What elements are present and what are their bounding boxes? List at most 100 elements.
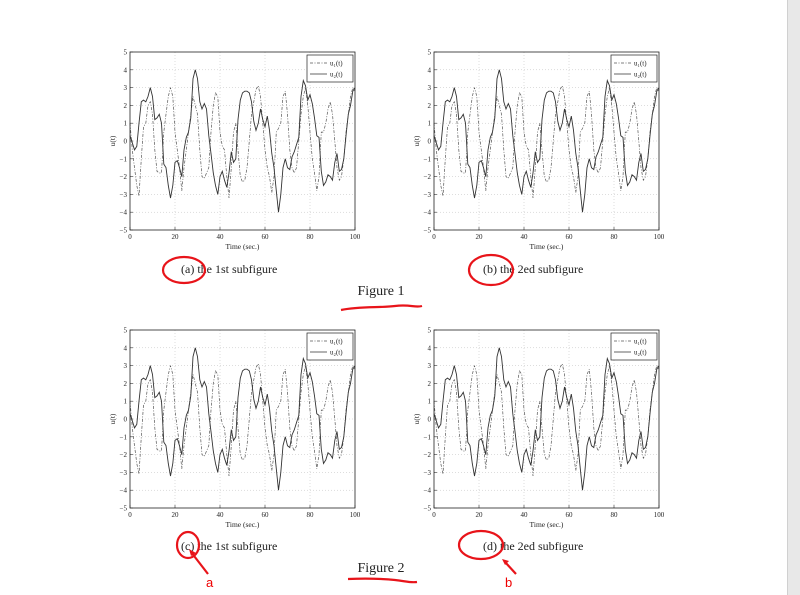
y-tick-label: 1 (428, 120, 432, 128)
subcaption-c: (c) the 1st subfigure (181, 539, 277, 553)
y-tick-label: 0 (124, 138, 128, 146)
y-tick-label: 4 (428, 66, 432, 74)
y-tick-label: 1 (124, 398, 128, 406)
subcaption-a: (a) the 1st subfigure (181, 262, 277, 276)
red-annotations (161, 253, 517, 584)
arrow-b-head (502, 559, 509, 565)
x-tick-label: 100 (654, 233, 665, 241)
y-tick-label: 2 (428, 102, 432, 110)
y-tick-label: −4 (424, 487, 432, 495)
y-tick-label: −4 (120, 487, 128, 495)
x-tick-label: 100 (654, 511, 665, 519)
y-tick-label: 2 (428, 380, 432, 388)
x-tick-label: 20 (172, 233, 180, 241)
series-line-u2 (433, 69, 660, 213)
figure-1-title: Figure 1 (357, 284, 404, 299)
y-tick-label: −2 (424, 173, 432, 181)
legend-box (610, 54, 658, 83)
x-tick-label: 80 (307, 233, 315, 241)
x-tick-label: 0 (128, 511, 132, 519)
subcaption-b: (b) the 2ed subfigure (483, 262, 583, 276)
y-tick-label: 3 (124, 362, 128, 370)
legend: u₁(t) u₂(t) (610, 54, 658, 83)
figure-2-title: Figure 2 (357, 561, 404, 576)
legend-box (306, 332, 354, 361)
y-tick-label: −2 (424, 451, 432, 459)
x-tick-label: 60 (262, 511, 270, 519)
y-tick-label: 5 (124, 49, 128, 57)
axes-frame (129, 51, 356, 231)
legend-label-u2: u₂(t) (634, 71, 647, 79)
legend-label-u1: u₁(t) (330, 338, 343, 346)
series-line-u2 (433, 347, 660, 491)
y-tick-label: 3 (428, 84, 432, 92)
scrollbar[interactable] (787, 0, 800, 595)
x-tick-label: 40 (521, 233, 529, 241)
plot-a: 0 20 40 60 80 100 −5 −4 −3 −2 −1 0 1 2 3 4 5 Time (sec.) u… (108, 49, 361, 252)
y-tick-label: 4 (124, 66, 128, 74)
series-line-u2 (129, 69, 356, 213)
y-tick-label: 1 (124, 120, 128, 128)
axes-frame (433, 329, 660, 509)
legend-box (306, 54, 354, 83)
series-line-u1 (129, 362, 356, 477)
plot-c: 0 20 40 60 80 100 −5 −4 −3 −2 −1 0 1 2 3 4 5 Time (sec.) u… (108, 327, 361, 530)
legend-label-u1: u₁(t) (634, 60, 647, 68)
underline-figure-1 (340, 304, 423, 312)
legend-label-u1: u₁(t) (634, 338, 647, 346)
y-tick-label: 5 (428, 49, 432, 57)
x-axis-label: Time (sec.) (530, 242, 564, 251)
x-tick-label: 100 (350, 511, 361, 519)
y-tick-label: −4 (120, 209, 128, 217)
axes-frame (433, 51, 660, 231)
x-axis-label: Time (sec.) (226, 242, 260, 251)
y-axis-label: u(t) (412, 413, 421, 424)
y-tick-label: 1 (428, 398, 432, 406)
y-tick-label: −3 (424, 469, 432, 477)
y-tick-label: −3 (120, 469, 128, 477)
y-axis-label: u(t) (108, 413, 117, 424)
y-tick-label: 5 (428, 327, 432, 335)
legend-label-u2: u₂(t) (330, 71, 343, 79)
axes-frame (129, 329, 356, 509)
x-tick-label: 80 (307, 511, 315, 519)
arrow-b (504, 561, 517, 575)
circle-annotation-d (457, 529, 505, 561)
y-tick-label: 4 (124, 344, 128, 352)
y-tick-label: −3 (424, 191, 432, 199)
y-tick-label: 4 (428, 344, 432, 352)
series-line-u1 (433, 84, 660, 199)
underline-figure-2 (347, 577, 418, 584)
y-tick-label: 0 (428, 138, 432, 146)
series-line-u2 (129, 347, 356, 491)
y-tick-label: 2 (124, 102, 128, 110)
subcaption-d: (d) the 2ed subfigure (483, 539, 583, 553)
circle-annotation-b (467, 253, 515, 287)
legend: u₁(t) u₂(t) (306, 332, 354, 361)
y-tick-label: 2 (124, 380, 128, 388)
circle-annotation-c (175, 530, 201, 560)
x-tick-label: 80 (611, 511, 619, 519)
x-tick-label: 60 (566, 511, 574, 519)
y-tick-label: −4 (424, 209, 432, 217)
x-tick-label: 60 (566, 233, 574, 241)
x-tick-label: 20 (172, 511, 180, 519)
y-tick-label: −5 (424, 227, 432, 235)
legend-label-u2: u₂(t) (634, 349, 647, 357)
y-tick-label: 0 (428, 416, 432, 424)
y-tick-label: −5 (424, 505, 432, 513)
x-axis-label: Time (sec.) (226, 520, 260, 529)
x-tick-label: 40 (217, 511, 225, 519)
x-tick-label: 0 (128, 233, 132, 241)
x-tick-label: 0 (432, 511, 436, 519)
y-tick-label: −3 (120, 191, 128, 199)
arrow-a (190, 551, 209, 575)
y-tick-label: −1 (424, 155, 432, 163)
arrow-a-head (189, 549, 196, 556)
y-tick-label: −5 (120, 227, 128, 235)
x-tick-label: 40 (217, 233, 225, 241)
plot-d: 0 20 40 60 80 100 −5 −4 −3 −2 −1 0 1 2 3 4 5 Time (sec.) u… (412, 327, 665, 530)
series-line-u1 (129, 84, 356, 199)
